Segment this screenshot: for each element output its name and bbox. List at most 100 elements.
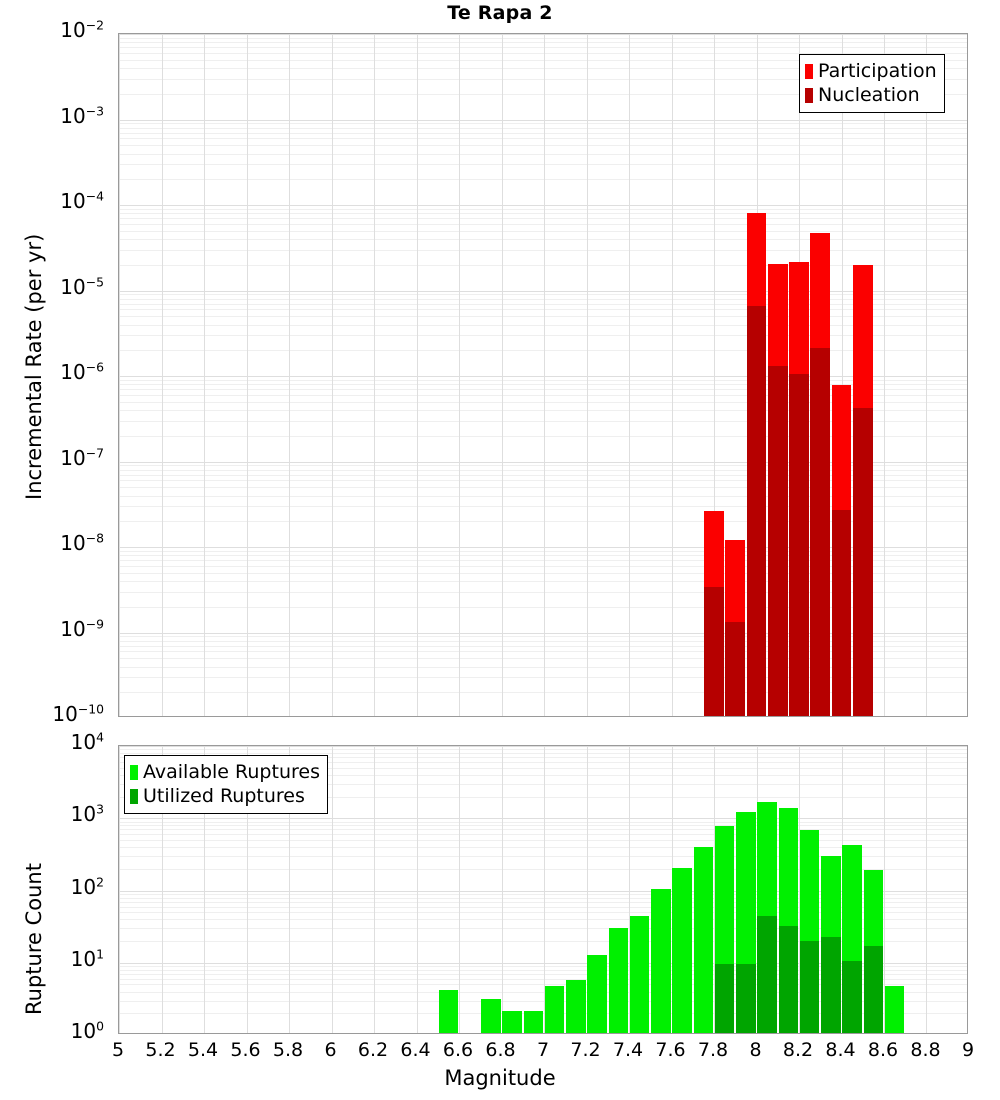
gridline-minor — [119, 133, 967, 134]
bar — [757, 801, 777, 1033]
incremental-rate-plot — [118, 33, 968, 717]
gridline-major — [119, 34, 967, 35]
gridline-minor — [119, 213, 967, 214]
gridline-minor — [119, 53, 967, 54]
legend-top-entry[interactable]: Participation — [805, 59, 937, 83]
gridline-minor — [119, 912, 967, 913]
gridline-major — [119, 746, 967, 747]
gridline-minor — [119, 42, 967, 43]
gridline-vertical — [459, 746, 460, 1033]
gridline-minor — [119, 250, 967, 251]
gridline-minor — [119, 856, 967, 857]
x-tick-label: 6.4 — [400, 1039, 431, 1061]
y-tick-label: 102 — [70, 873, 104, 899]
gridline-minor — [119, 138, 967, 139]
gridline-minor — [119, 179, 967, 180]
y-tick-label: 10−9 — [60, 615, 104, 641]
gridline-minor — [119, 919, 967, 920]
gridline-minor — [119, 209, 967, 210]
y-tick-label: 100 — [70, 1018, 104, 1043]
bar — [810, 232, 831, 716]
x-tick-label: 8.4 — [825, 1039, 856, 1061]
bar-inner-segment — [757, 916, 777, 1033]
gridline-vertical — [119, 746, 120, 1033]
legend-bottom-entry[interactable]: Available Ruptures — [130, 760, 320, 784]
legend-label: Nucleation — [818, 83, 920, 106]
gridline-vertical — [714, 34, 715, 716]
gridline-minor — [119, 68, 967, 69]
gridline-minor — [119, 60, 967, 61]
bar — [523, 1011, 544, 1033]
bar — [863, 870, 884, 1033]
y-tick-label: 10−2 — [60, 17, 104, 42]
gridline-minor — [119, 753, 967, 754]
gridline-minor — [119, 145, 967, 146]
gridline-minor — [119, 123, 967, 124]
legend-bottom-entry[interactable]: Utilized Ruptures — [130, 784, 320, 808]
bar-inner-segment — [810, 348, 831, 716]
gridline-vertical — [204, 34, 205, 716]
y-tick-label: 10−6 — [60, 359, 104, 384]
legend-bottom: Available Ruptures Utilized Ruptures — [124, 755, 328, 814]
gridline-minor — [119, 224, 967, 225]
gridline-minor — [119, 164, 967, 165]
gridline-major — [119, 291, 967, 292]
y-tick-label: 10−3 — [60, 102, 104, 128]
bar — [481, 998, 501, 1033]
y-axis-label-top: Incremental Rate (per yr) — [22, 233, 46, 500]
gridline-minor — [119, 941, 967, 942]
x-tick-label: 7.4 — [612, 1039, 644, 1061]
gridline-minor — [119, 410, 967, 411]
bar — [704, 510, 724, 716]
gridline-vertical — [162, 34, 163, 716]
gridline-minor — [119, 692, 967, 693]
x-tick-label: 8.2 — [782, 1039, 814, 1061]
gridline-minor — [119, 94, 967, 95]
gridline-minor — [119, 335, 967, 336]
gridline-minor — [119, 309, 967, 310]
gridline-vertical — [587, 34, 588, 716]
gridline-minor — [119, 436, 967, 437]
bar-inner-segment — [842, 960, 862, 1033]
gridline-minor — [119, 79, 967, 80]
y-tick-label: 101 — [70, 946, 104, 971]
legend-label: Utilized Ruptures — [143, 784, 305, 807]
gridline-vertical — [119, 34, 120, 716]
gridline-vertical — [799, 746, 800, 1033]
bar-inner-segment — [736, 964, 756, 1033]
bar — [884, 985, 905, 1033]
gridline-minor — [119, 239, 967, 240]
gridline-vertical — [374, 746, 375, 1033]
bar — [746, 213, 767, 716]
gridline-vertical — [842, 34, 843, 716]
gridline-vertical — [672, 34, 673, 716]
bar-inner-segment — [778, 926, 799, 1033]
y-axis-label-bottom: Rupture Count — [22, 863, 46, 1015]
gridline-minor — [119, 1001, 967, 1002]
gridline-vertical — [417, 34, 418, 716]
gridline-minor — [119, 496, 967, 497]
bar — [725, 539, 746, 716]
gridline-minor — [119, 380, 967, 381]
gridline-minor — [119, 970, 967, 971]
gridline-minor — [119, 421, 967, 422]
y-tick-label: 10−8 — [60, 530, 104, 555]
bar — [629, 915, 650, 1033]
gridline-minor — [119, 641, 967, 642]
y-tick-label: 104 — [70, 729, 104, 754]
gridline-minor — [119, 154, 967, 155]
gridline-minor — [119, 974, 967, 975]
bar — [608, 928, 629, 1033]
gridline-minor — [119, 825, 967, 826]
gridline-vertical — [587, 746, 588, 1033]
gridline-minor — [119, 762, 967, 763]
gridline-vertical — [374, 34, 375, 716]
gridline-minor — [119, 907, 967, 908]
legend-top-entry[interactable]: Nucleation — [805, 83, 937, 107]
y-tick-label: 10−5 — [60, 273, 104, 299]
gridline-vertical — [417, 746, 418, 1033]
x-tick-label: 6.2 — [357, 1039, 389, 1061]
bar — [566, 979, 586, 1033]
gridline-minor — [119, 384, 967, 385]
